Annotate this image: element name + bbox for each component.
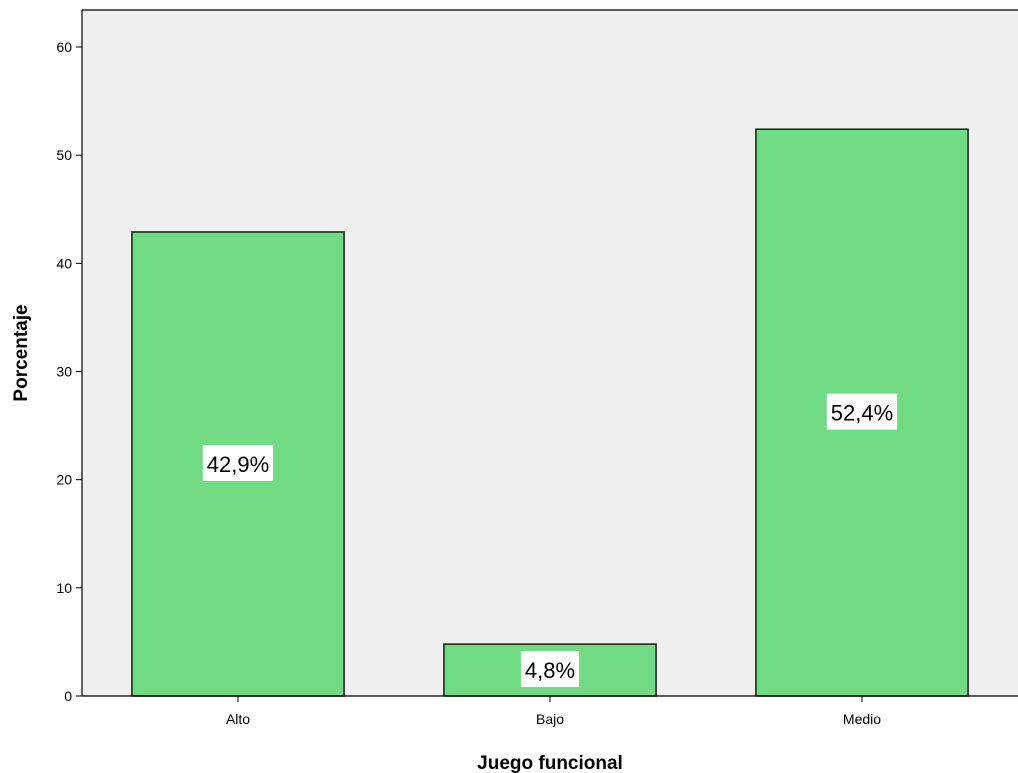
y-axis-title: Porcentaje — [11, 304, 32, 401]
y-tick-label: 50 — [56, 147, 72, 163]
x-tick-label: Medio — [843, 711, 881, 727]
bars: 42,9% 4,8% 52,4% — [131, 128, 969, 697]
y-tick-label: 20 — [56, 472, 72, 488]
x-axis-ticks: Alto Bajo Medio — [226, 696, 881, 727]
data-label: 4,8% — [525, 658, 575, 683]
y-tick-label: 0 — [64, 688, 72, 704]
data-label-background — [202, 444, 274, 481]
data-label: 52,4% — [831, 401, 893, 426]
data-label: 42,9% — [207, 452, 269, 477]
y-tick-label: 30 — [56, 364, 72, 380]
y-tick-label: 40 — [56, 255, 72, 271]
data-label-background — [826, 393, 898, 430]
x-axis-title: Juego funcional — [477, 753, 623, 773]
x-tick-label: Alto — [226, 711, 250, 727]
x-tick-label: Bajo — [536, 711, 564, 727]
data-label-background — [520, 651, 580, 688]
y-tick-label: 60 — [56, 39, 72, 55]
y-axis-ticks: 0 10 20 30 40 50 60 — [56, 39, 82, 704]
y-tick-label: 10 — [56, 580, 72, 596]
